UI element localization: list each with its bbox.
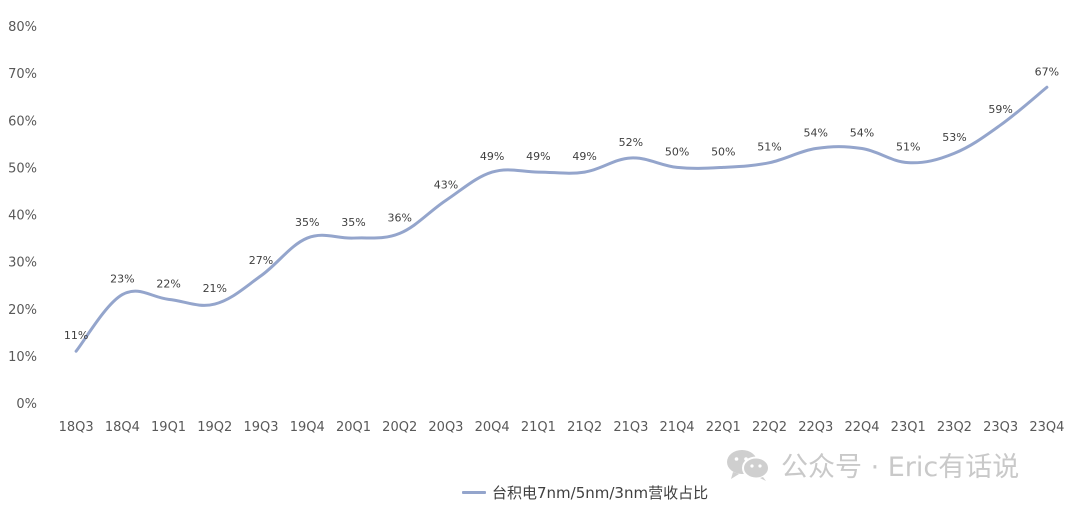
x-tick-label: 20Q3 — [428, 420, 463, 435]
x-tick-label: 21Q2 — [567, 420, 602, 435]
data-label: 67% — [1035, 65, 1059, 78]
data-label: 21% — [203, 282, 227, 295]
series-line — [74, 85, 1049, 353]
x-tick-label: 23Q1 — [891, 420, 926, 435]
x-tick-label: 23Q4 — [1029, 420, 1064, 435]
data-label: 49% — [572, 150, 596, 163]
x-tick-label: 22Q3 — [798, 420, 833, 435]
y-tick-label: 10% — [8, 350, 37, 365]
data-label: 23% — [110, 273, 134, 286]
legend: 台积电7nm/5nm/3nm营收占比 — [462, 482, 708, 503]
data-label: 27% — [249, 254, 273, 267]
x-tick-label: 18Q3 — [59, 420, 94, 435]
x-tick-label: 22Q4 — [844, 420, 879, 435]
x-tick-label: 19Q3 — [243, 420, 278, 435]
series-layer — [74, 85, 1049, 353]
x-tick-label: 21Q3 — [613, 420, 648, 435]
x-tick-label: 19Q4 — [290, 420, 325, 435]
x-tick-label: 20Q2 — [382, 420, 417, 435]
data-label: 35% — [295, 216, 319, 229]
y-tick-label: 50% — [8, 161, 37, 176]
y-tick-label: 70% — [8, 67, 37, 82]
x-tick-label: 21Q1 — [521, 420, 556, 435]
data-label: 43% — [434, 178, 458, 191]
wechat-icon — [727, 449, 770, 481]
x-tick-label: 23Q2 — [937, 420, 972, 435]
data-label: 49% — [526, 150, 550, 163]
legend-swatch — [462, 491, 486, 494]
x-tick-label: 20Q1 — [336, 420, 371, 435]
watermark-text: 公众号 · Eric有话说 — [781, 452, 1020, 483]
x-tick-label: 19Q2 — [197, 420, 232, 435]
data-label: 51% — [757, 141, 781, 154]
y-tick-label: 80% — [8, 20, 37, 35]
y-tick-label: 30% — [8, 256, 37, 271]
x-tick-label: 20Q4 — [475, 420, 510, 435]
y-axis: 0% 10% 20% 30% 40% 50% 60% 70% 80% — [8, 20, 37, 412]
x-tick-label: 22Q1 — [706, 420, 741, 435]
data-label: 54% — [804, 127, 828, 140]
y-tick-label: 20% — [8, 303, 37, 318]
data-label: 22% — [156, 277, 180, 290]
y-tick-label: 40% — [8, 209, 37, 224]
data-label: 59% — [988, 103, 1012, 116]
data-label: 54% — [850, 127, 874, 140]
y-tick-label: 60% — [8, 114, 37, 129]
data-label: 49% — [480, 150, 504, 163]
x-tick-label: 21Q4 — [660, 420, 695, 435]
y-tick-label: 0% — [16, 397, 37, 412]
legend-label: 台积电7nm/5nm/3nm营收占比 — [492, 484, 709, 502]
data-label: 53% — [942, 131, 966, 144]
x-tick-label: 22Q2 — [752, 420, 787, 435]
data-label-layer: 11% 23% 22% 21% 27% 35% 35% 36% 43% 49% 49% 49% 52% 5… — [64, 65, 1059, 342]
data-label: 52% — [619, 136, 643, 149]
data-label: 11% — [64, 329, 88, 342]
x-tick-label: 18Q4 — [105, 420, 140, 435]
data-label: 35% — [341, 216, 365, 229]
data-label: 50% — [665, 145, 689, 158]
data-label: 51% — [896, 141, 920, 154]
x-tick-label: 23Q3 — [983, 420, 1018, 435]
x-tick-label: 19Q1 — [151, 420, 186, 435]
x-axis: 18Q3 18Q4 19Q1 19Q2 19Q3 19Q4 20Q1 20Q2 20Q3 20Q4… — [59, 420, 1065, 435]
watermark: 公众号 · Eric有话说 — [725, 445, 1019, 484]
data-label: 50% — [711, 145, 735, 158]
data-label: 36% — [387, 211, 411, 224]
